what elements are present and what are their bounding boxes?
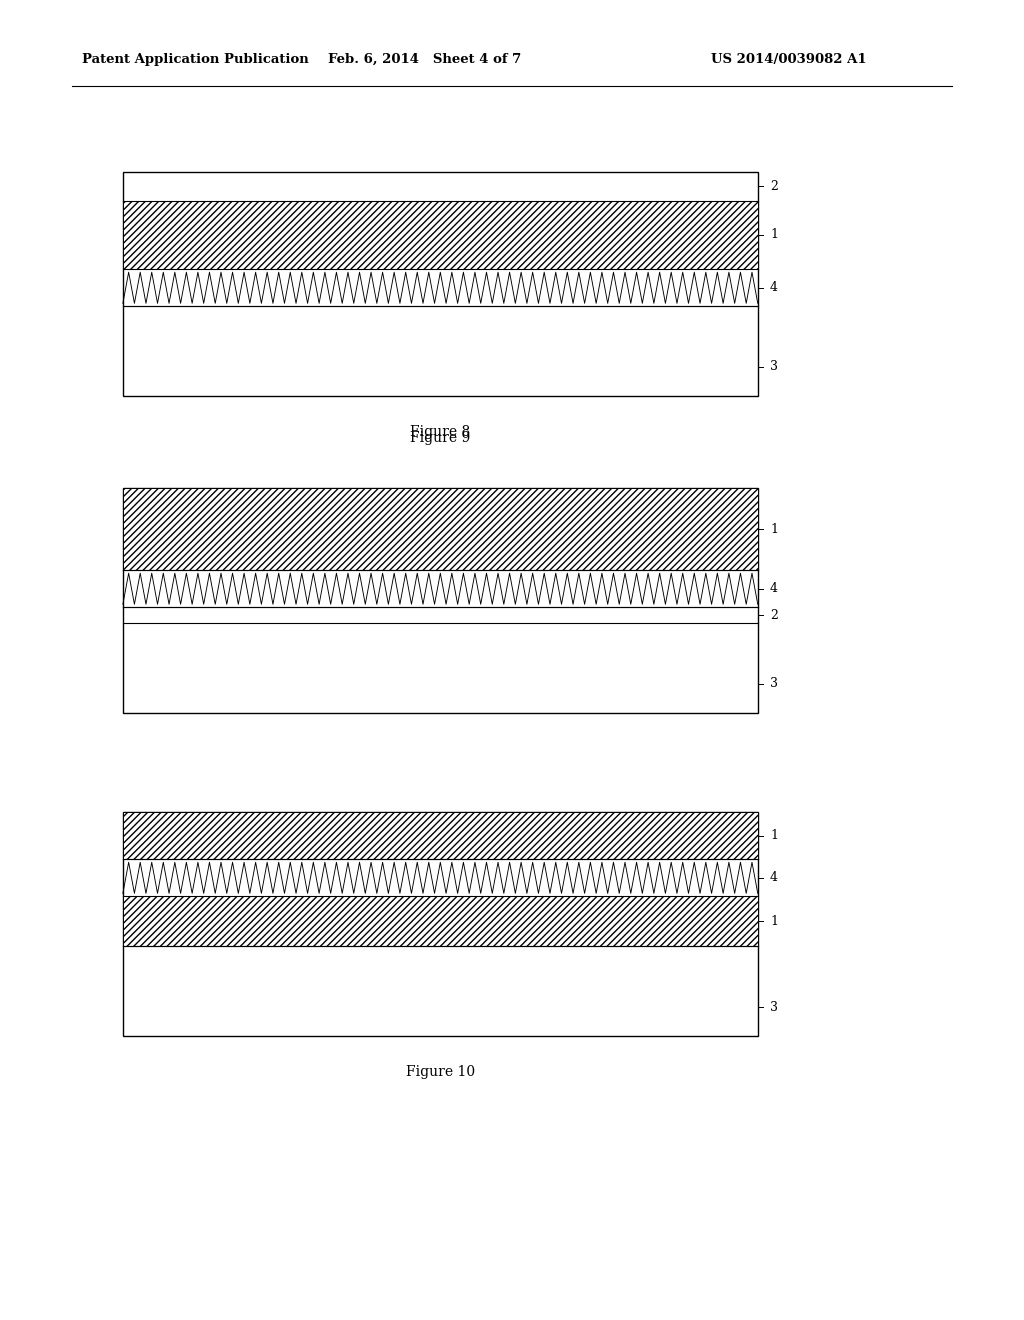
Bar (123, 812, 758, 1036)
Text: 1: 1 (770, 228, 778, 242)
Text: Patent Application Publication: Patent Application Publication (82, 53, 308, 66)
Text: 1: 1 (770, 829, 778, 842)
Bar (123, 488, 758, 570)
Bar (123, 172, 758, 396)
Text: 4: 4 (770, 582, 778, 595)
Text: 3: 3 (770, 1001, 778, 1014)
Bar (123, 201, 758, 269)
Text: Feb. 6, 2014   Sheet 4 of 7: Feb. 6, 2014 Sheet 4 of 7 (329, 53, 521, 66)
Bar (123, 896, 758, 946)
Text: 4: 4 (770, 281, 778, 294)
Bar (123, 812, 758, 859)
Text: 4: 4 (770, 871, 778, 884)
Bar (123, 488, 758, 713)
Text: 2: 2 (770, 180, 778, 193)
Text: Figure 8: Figure 8 (411, 425, 470, 440)
Text: 2: 2 (770, 609, 778, 622)
Text: 3: 3 (770, 360, 778, 374)
Text: 1: 1 (770, 915, 778, 928)
Text: 3: 3 (770, 677, 778, 690)
Text: US 2014/0039082 A1: US 2014/0039082 A1 (711, 53, 866, 66)
Text: Figure 10: Figure 10 (406, 1065, 475, 1080)
Text: 1: 1 (770, 523, 778, 536)
Text: Figure 9: Figure 9 (411, 432, 470, 445)
